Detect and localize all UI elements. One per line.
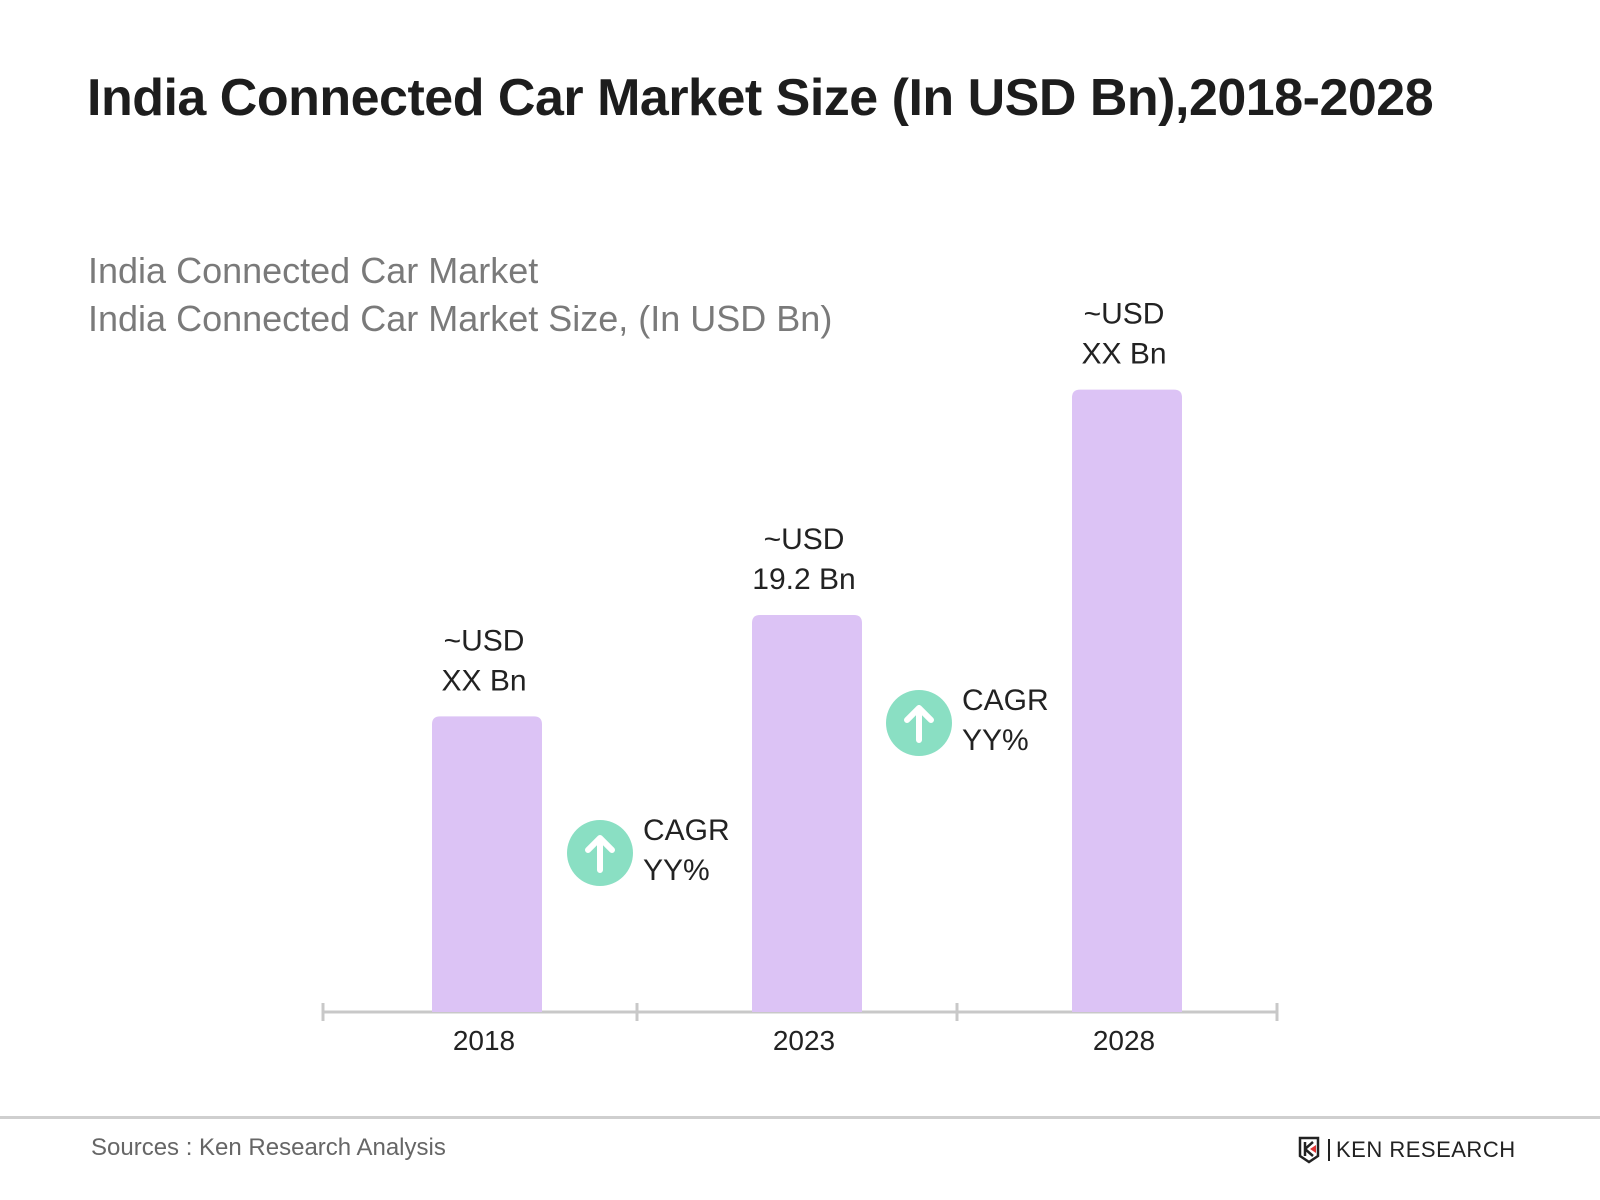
source-note: Sources : Ken Research Analysis [91,1134,446,1161]
arrow-up-icon [585,835,615,873]
data-label-line-2: XX Bn [441,664,526,697]
footer-divider [0,1116,1600,1119]
data-label-line-1: ~USD [444,624,525,657]
logo-separator [1328,1139,1330,1161]
bar-2023 [752,615,862,1012]
ken-research-logo: KEN RESEARCH [1298,1136,1516,1164]
arrow-up-icon [904,705,934,743]
bar-chart: ~USD XX Bn 2018 ~USD 19.2 Bn 2023 ~USD XX Bn 202… [321,298,1279,1056]
x-tick-label: 2018 [453,1025,515,1056]
x-tick-label: 2028 [1093,1025,1155,1056]
data-label-line-2: XX Bn [1081,338,1166,371]
ken-research-logo-icon [1298,1136,1320,1164]
chart-subtitle-line-1: India Connected Car Market [88,250,539,291]
logo-text: KEN RESEARCH [1336,1137,1516,1162]
cagr-label: CAGR [962,684,1049,717]
bar-2028 [1072,389,1182,1013]
cagr-value: YY% [643,854,710,887]
bar-2018 [432,716,542,1012]
chart-subtitle-line-2: India Connected Car Market Size, (In USD… [88,298,833,339]
cagr-label: CAGR [643,814,730,847]
cagr-value: YY% [962,724,1029,757]
data-label-line-2: 19.2 Bn [752,563,855,596]
data-label-line-1: ~USD [764,523,845,556]
chart-title: India Connected Car Market Size (In USD … [87,69,1434,127]
data-label-line-1: ~USD [1084,298,1165,331]
x-tick-label: 2023 [773,1025,835,1056]
